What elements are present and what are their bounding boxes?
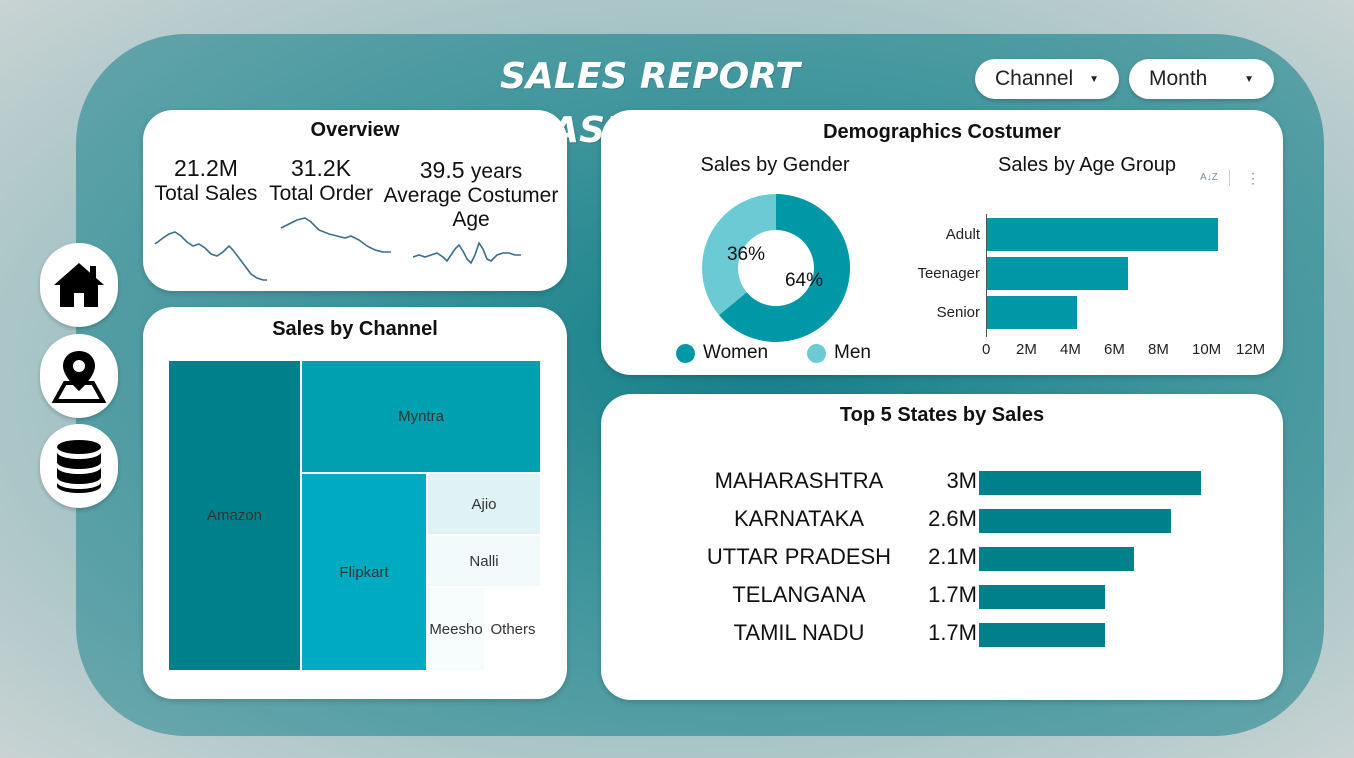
state-value-label: 1.7M: [928, 620, 977, 645]
treemap-tile-others[interactable]: Others: [485, 587, 541, 671]
home-button[interactable]: [40, 243, 118, 327]
legend-men[interactable]: Men: [807, 342, 871, 364]
age-axis-tick: 10M: [1192, 341, 1222, 358]
gender-chart-title: Sales by Gender: [700, 154, 850, 176]
age-axis-tick: 4M: [1060, 341, 1081, 358]
treemap-tile-meesho[interactable]: Meesho: [427, 587, 485, 671]
kpi-value: 31.2K: [290, 155, 352, 181]
age-axis-tick: 0: [982, 341, 991, 358]
treemap-tile-ajio[interactable]: Ajio: [427, 473, 541, 535]
treemap-label: Ajio: [471, 495, 497, 513]
overview-title: Overview: [310, 119, 400, 141]
month-slicer[interactable]: Month ▼: [1129, 59, 1274, 99]
states-card: Top 5 States by Sales MAHARASHTRA 3M KARNA…: [601, 394, 1283, 700]
donut-label-women: 64%: [785, 270, 823, 291]
donut-label-men: 36%: [727, 244, 765, 265]
age-category-label: Adult: [945, 226, 980, 243]
legend-dot-men: [807, 343, 826, 363]
database-icon: [57, 440, 101, 493]
treemap-tile-amazon[interactable]: Amazon: [168, 360, 301, 671]
state-bar[interactable]: [979, 509, 1172, 533]
state-bar[interactable]: [979, 623, 1105, 647]
chevron-down-icon: ▼: [1244, 73, 1254, 85]
channel-slicer-label: Channel: [995, 67, 1074, 90]
kpi-value: 39.5: [419, 157, 465, 183]
kpi-avg-age: 39.5 years Average Costumer Age: [383, 157, 559, 232]
channel-card: Sales by Channel Amazon Myntra Flipkart …: [143, 307, 567, 699]
treemap-label: Others: [490, 620, 536, 638]
states-title: Top 5 States by Sales: [839, 404, 1045, 426]
state-label: KARNATAKA: [734, 506, 864, 531]
kpi-total-order: 31.2K Total Order: [263, 155, 379, 206]
demographics-card: Demographics Costumer Sales by Gender 36…: [601, 110, 1283, 375]
chevron-down-icon: ▼: [1089, 73, 1099, 85]
legend-label: Men: [834, 342, 871, 363]
sparkline-avg-age: [412, 241, 521, 265]
state-bar[interactable]: [979, 585, 1105, 609]
state-bar[interactable]: [979, 547, 1135, 571]
age-axis-tick: 6M: [1104, 341, 1125, 358]
month-slicer-label: Month: [1149, 67, 1208, 90]
channel-slicer[interactable]: Channel ▼: [975, 59, 1119, 99]
kpi-value: 21.2M: [174, 155, 238, 181]
sparkline-total-sales: [154, 231, 267, 281]
age-axis-tick: 12M: [1236, 341, 1266, 358]
state-value-label: 2.1M: [928, 544, 977, 569]
treemap-tile-myntra[interactable]: Myntra: [301, 360, 541, 473]
treemap-label: Myntra: [398, 408, 444, 425]
map-pin-icon: [51, 351, 107, 403]
age-axis-line: [986, 214, 987, 337]
kpi-label: Total Order: [269, 182, 373, 205]
age-axis-tick: 8M: [1148, 341, 1169, 358]
sparkline-total-order: [280, 217, 391, 253]
treemap-label: Meesho: [429, 620, 483, 638]
gender-donut: 36% 64%: [702, 194, 850, 342]
map-button[interactable]: [40, 334, 118, 418]
donut-slice-women[interactable]: [718, 194, 850, 342]
page-title: SALES REPORT DASHBOARD: [500, 56, 800, 151]
state-bar[interactable]: [979, 471, 1201, 495]
state-label: TAMIL NADU: [733, 620, 865, 645]
age-chart-title: Sales by Age Group: [998, 154, 1176, 176]
sort-az-icon[interactable]: A↓Z: [1200, 172, 1218, 183]
kpi-label: Average Costumer Age: [383, 184, 559, 231]
age-bar-adult[interactable]: [987, 218, 1218, 251]
database-button[interactable]: [40, 424, 118, 508]
age-bar-teenager[interactable]: [987, 257, 1128, 290]
kpi-total-sales: 21.2M Total Sales: [147, 155, 265, 206]
age-bar-senior[interactable]: [987, 296, 1078, 329]
more-options-icon[interactable]: ⋮: [1246, 170, 1260, 186]
age-category-label: Senior: [936, 304, 980, 321]
legend-women[interactable]: Women: [676, 342, 768, 364]
legend-label: Women: [703, 342, 769, 363]
treemap-label: Flipkart: [339, 563, 389, 581]
state-value-label: 3M: [946, 468, 977, 493]
kpi-unit: years: [470, 160, 523, 183]
state-label: UTTAR PRADESH: [706, 544, 892, 569]
age-category-label: Teenager: [917, 265, 980, 282]
treemap-label: Amazon: [206, 507, 263, 524]
treemap-tile-flipkart[interactable]: Flipkart: [301, 473, 427, 671]
age-axis-tick: 2M: [1016, 341, 1037, 358]
treemap-label: Nalli: [469, 552, 499, 570]
state-value-label: 1.7M: [928, 582, 977, 607]
channel-title: Sales by Channel: [272, 318, 438, 340]
state-label: TELANGANA: [732, 582, 866, 607]
legend-dot-women: [676, 343, 695, 363]
state-label: MAHARASHTRA: [714, 468, 884, 493]
kpi-label: Total Sales: [154, 182, 258, 205]
treemap-tile-nalli[interactable]: Nalli: [427, 535, 541, 587]
home-icon: [54, 263, 104, 307]
overview-card: Overview 21.2M Total Sales 31.2K Total O…: [143, 110, 567, 291]
demographics-title: Demographics Costumer: [823, 121, 1061, 143]
toolbar-divider: [1229, 170, 1230, 186]
state-value-label: 2.6M: [928, 506, 977, 531]
donut-slice-men[interactable]: [702, 194, 776, 316]
